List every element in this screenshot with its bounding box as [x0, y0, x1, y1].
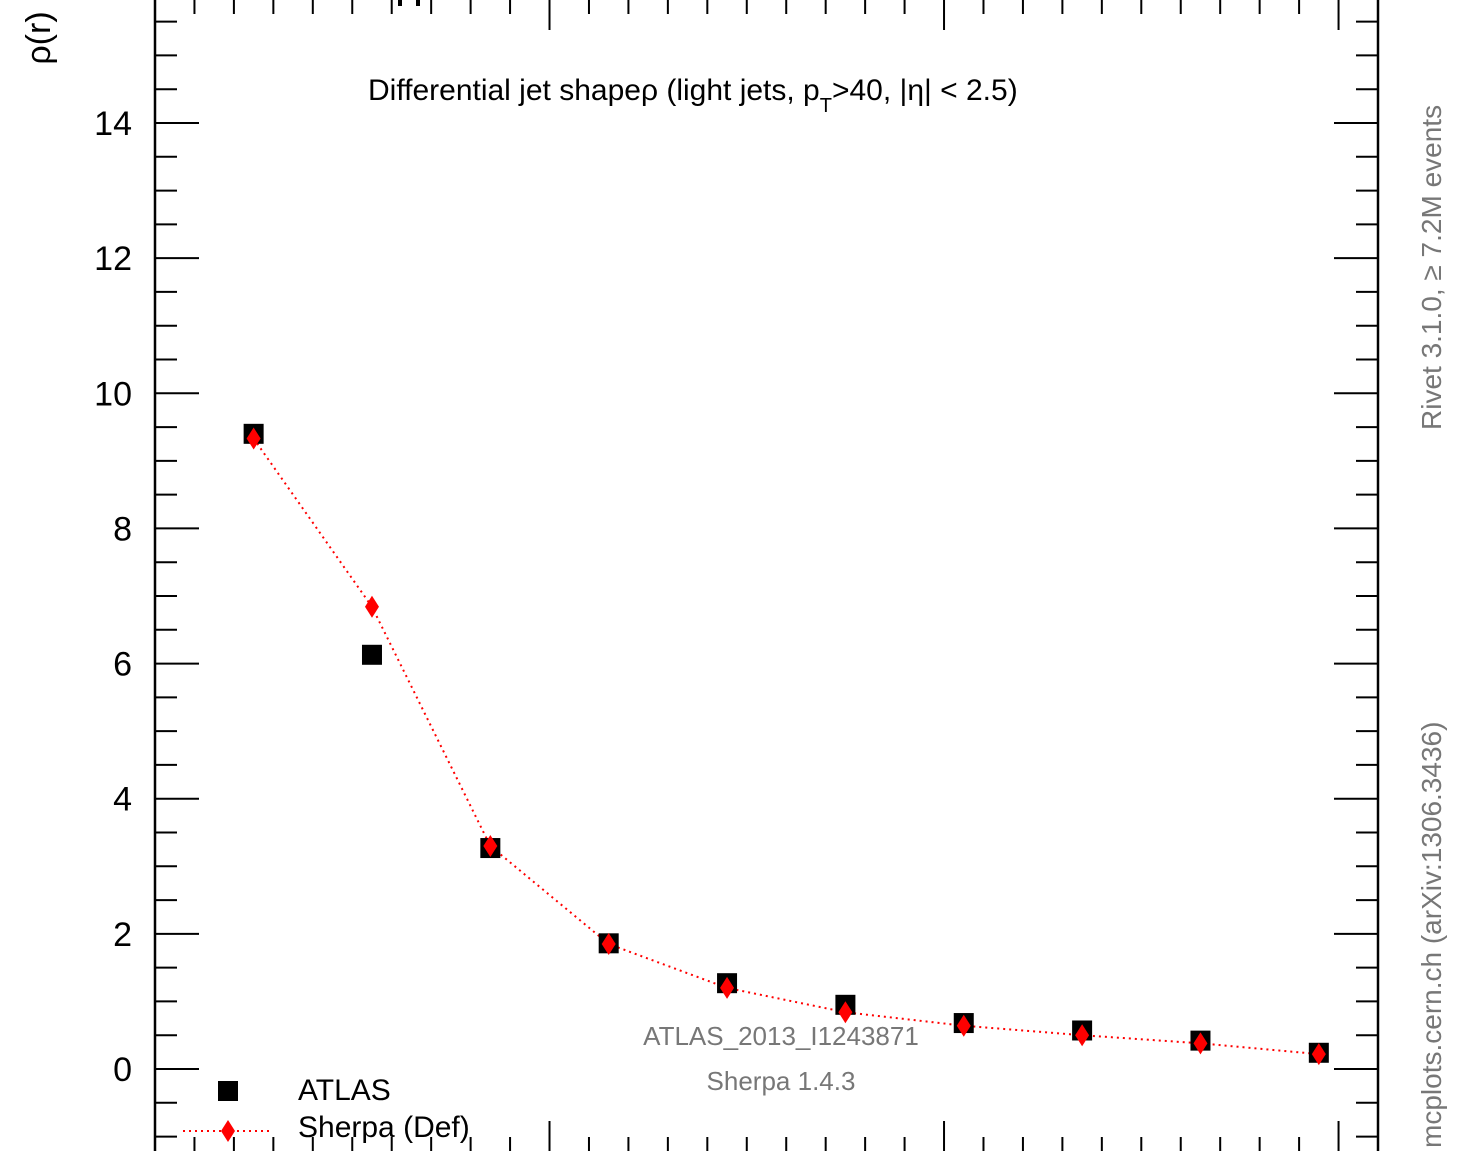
sherpa-mc-point — [483, 835, 498, 858]
plot-title-tail: >40, |η| < 2.5) — [832, 74, 1018, 107]
sherpa-mc-point — [364, 595, 379, 618]
y-tick-label: 14 — [94, 105, 132, 143]
plot-title: Differential jet shapeρ (light jets, pT>… — [368, 74, 1018, 117]
legend-atlas-marker — [218, 1081, 238, 1101]
plot-title-subscript: T — [820, 95, 832, 117]
legend: ATLAS Sherpa (Def) — [183, 1074, 470, 1144]
y-tick-label: 6 — [113, 646, 132, 684]
source-label: mcplots.cern.ch (arXiv:1306.3436) — [1416, 722, 1447, 1148]
atlas-data-point — [361, 644, 382, 665]
sherpa-mc-point — [246, 427, 261, 450]
series-atlas-points — [243, 423, 1329, 1063]
sherpa-mc-point — [720, 976, 735, 999]
y-tick-labels: 0 2 4 6 8 10 12 14 — [94, 105, 132, 1089]
sherpa-mc-point — [601, 932, 616, 955]
axis-ticks — [154, 0, 1379, 1151]
sherpa-mc-point — [838, 1001, 853, 1024]
sherpa-mc-point — [1193, 1032, 1208, 1055]
top-clipped-fragment — [398, 0, 420, 6]
series-sherpa-line — [252, 437, 1319, 1056]
generator-label: Sherpa 1.4.3 — [707, 1066, 856, 1096]
sherpa-mc-point — [956, 1014, 971, 1037]
sherpa-mc-point — [1075, 1024, 1090, 1047]
y-axis-title: ρ(r) — [20, 11, 58, 64]
y-tick-label: 0 — [113, 1051, 132, 1089]
legend-sherpa-label: Sherpa (Def) — [298, 1111, 470, 1144]
y-tick-label: 4 — [113, 781, 132, 819]
plot-title-main: Differential jet shapeρ (light jets, p — [368, 74, 820, 107]
legend-sherpa-marker — [221, 1120, 235, 1142]
analysis-label: ATLAS_2013_I1243871 — [643, 1021, 919, 1051]
y-tick-label: 10 — [94, 375, 132, 413]
plot-frame — [153, 0, 1380, 1151]
y-tick-label: 8 — [113, 510, 132, 548]
y-tick-label: 2 — [113, 916, 132, 954]
rivet-label: Rivet 3.1.0, ≥ 7.2M events — [1416, 105, 1447, 430]
y-tick-label: 12 — [94, 240, 132, 278]
legend-atlas-label: ATLAS — [298, 1074, 391, 1107]
sherpa-mc-point — [1311, 1043, 1326, 1066]
series-sherpa-points — [246, 427, 1326, 1066]
